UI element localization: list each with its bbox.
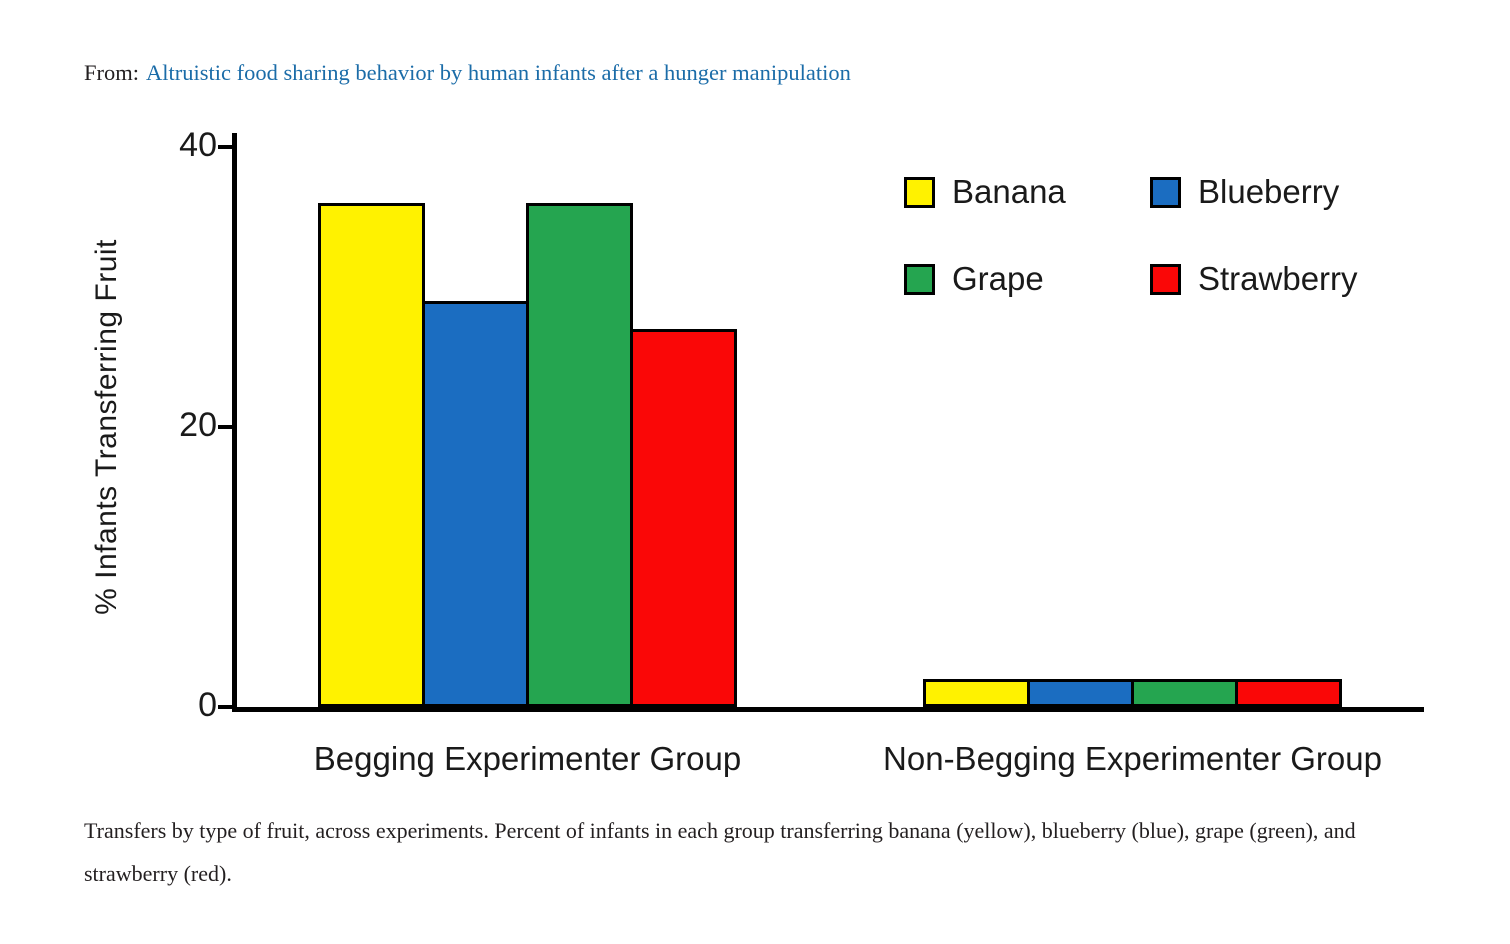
legend-swatch-strawberry-icon xyxy=(1150,263,1181,295)
bar-blueberry-begging xyxy=(422,301,529,707)
chart-legend: Banana Blueberry Grape Strawberry xyxy=(904,173,1358,297)
y-tick-label-20: 20 xyxy=(179,406,217,444)
bar-chart-figure: % Infants Transferring Fruit 0 20 40 Beggi… xyxy=(84,126,1474,802)
figure-caption: Transfers by type of fruit, across exper… xyxy=(84,818,1356,886)
legend-swatch-banana-icon xyxy=(904,176,935,208)
legend-item-blueberry: Blueberry xyxy=(1150,173,1358,210)
x-axis-line xyxy=(232,707,1424,712)
legend-label-blueberry: Blueberry xyxy=(1198,173,1340,210)
legend-swatch-grape-icon xyxy=(904,263,935,295)
y-tick-mark-20 xyxy=(218,425,232,429)
legend-label-banana: Banana xyxy=(952,173,1066,210)
x-category-label-begging: Begging Experimenter Group xyxy=(313,740,742,777)
bar-strawberry-begging xyxy=(630,329,737,707)
bar-strawberry-non-begging xyxy=(1235,679,1342,707)
y-tick-label-0: 0 xyxy=(198,686,217,724)
legend-swatch-blueberry-icon xyxy=(1150,176,1181,208)
legend-label-strawberry: Strawberry xyxy=(1198,260,1358,297)
y-tick-label-40: 40 xyxy=(179,126,217,164)
y-tick-mark-0 xyxy=(218,705,232,709)
legend-item-strawberry: Strawberry xyxy=(1150,260,1358,297)
y-axis-line xyxy=(232,133,237,712)
y-tick-mark-40 xyxy=(218,145,232,149)
bar-grape-non-begging xyxy=(1131,679,1238,707)
bar-blueberry-non-begging xyxy=(1027,679,1134,707)
from-label: From: xyxy=(84,60,140,85)
plot-area xyxy=(237,147,1432,707)
figure-source-line: From: Altruistic food sharing behavior by… xyxy=(84,60,851,86)
x-category-label-non-begging: Non-Begging Experimenter Group xyxy=(883,740,1382,777)
legend-item-grape: Grape xyxy=(904,260,1150,297)
bar-grape-begging xyxy=(526,203,633,707)
legend-label-grape: Grape xyxy=(952,260,1044,297)
bar-banana-begging xyxy=(318,203,425,707)
y-axis-label: % Infants Transferring Fruit xyxy=(90,239,123,615)
bar-banana-non-begging xyxy=(923,679,1030,707)
legend-item-banana: Banana xyxy=(904,173,1150,210)
article-title-link[interactable]: Altruistic food sharing behavior by huma… xyxy=(146,60,851,85)
